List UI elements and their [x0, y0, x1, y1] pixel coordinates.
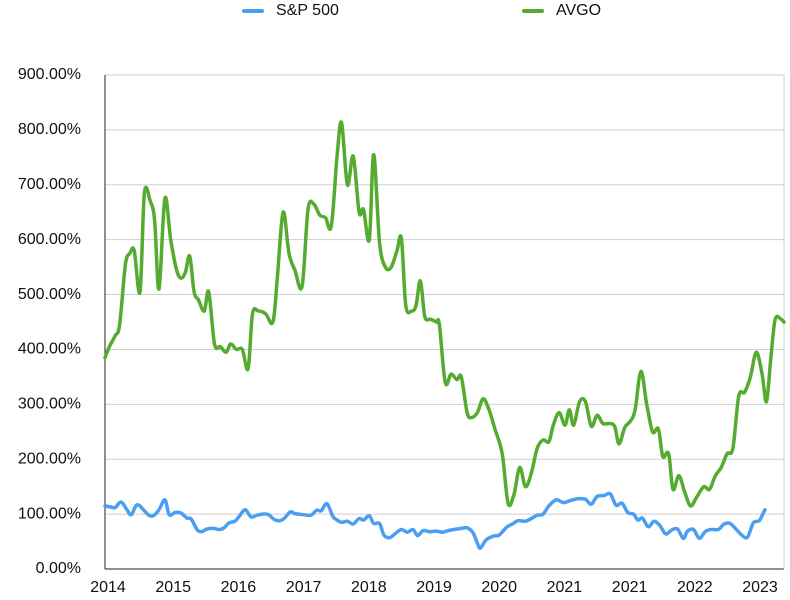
x-tick-label: 2017 — [286, 579, 322, 596]
y-tick-label: 900.00% — [18, 66, 81, 83]
series-lines — [103, 120, 786, 550]
x-tick-label: 2015 — [155, 579, 191, 596]
chart-legend: S&P 500 AVGO — [0, 2, 790, 26]
legend-swatch-avgo — [522, 9, 544, 13]
series-line-avgo — [103, 120, 786, 508]
x-tick-label: 2023 — [742, 579, 778, 596]
y-tick-label: 300.00% — [18, 396, 81, 413]
y-tick-label: 700.00% — [18, 176, 81, 193]
x-tick-label: 2020 — [481, 579, 517, 596]
y-tick-label: 200.00% — [18, 450, 81, 467]
x-tick-label: 2021 — [547, 579, 583, 596]
grid-lines — [104, 74, 785, 570]
legend-swatch-sp500 — [242, 9, 264, 13]
y-tick-label: 0.00% — [36, 560, 81, 577]
y-tick-label: 600.00% — [18, 231, 81, 248]
x-axis-ticks: 2014 2015 2016 2017 2018 2019 2020 2021 2021 2022… — [90, 579, 778, 596]
y-tick-label: 400.00% — [18, 341, 81, 358]
y-tick-label: 100.00% — [18, 505, 81, 522]
legend-item-avgo: AVGO — [522, 2, 601, 20]
x-tick-label: 2018 — [351, 579, 387, 596]
x-tick-label: 2021 — [612, 579, 648, 596]
legend-label-sp500: S&P 500 — [276, 2, 339, 19]
x-tick-label: 2014 — [90, 579, 126, 596]
legend-item-sp500: S&P 500 — [242, 2, 339, 20]
legend-label-avgo: AVGO — [556, 2, 602, 19]
x-tick-label: 2016 — [221, 579, 257, 596]
y-tick-label: 500.00% — [18, 286, 81, 303]
x-tick-label: 2019 — [416, 579, 452, 596]
y-tick-label: 800.00% — [18, 121, 81, 138]
y-axis-ticks: 0.00% 100.00% 200.00% 300.00% 400.00% 500.00%… — [18, 66, 81, 577]
series-line-sp500 — [103, 491, 767, 550]
x-tick-label: 2022 — [677, 579, 713, 596]
